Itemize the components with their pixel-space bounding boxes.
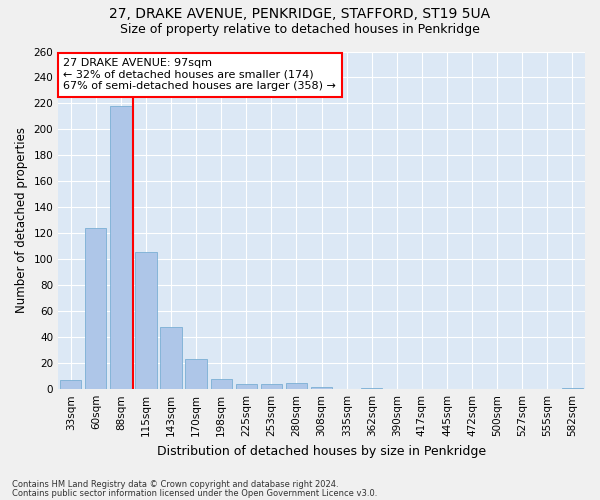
Text: 27 DRAKE AVENUE: 97sqm
← 32% of detached houses are smaller (174)
67% of semi-de: 27 DRAKE AVENUE: 97sqm ← 32% of detached…	[64, 58, 337, 92]
Bar	[185, 360, 207, 389]
Y-axis label: Number of detached properties: Number of detached properties	[15, 128, 28, 314]
Text: Contains HM Land Registry data © Crown copyright and database right 2024.: Contains HM Land Registry data © Crown c…	[12, 480, 338, 489]
Bar	[261, 384, 282, 389]
Bar	[211, 379, 232, 389]
Bar	[85, 228, 106, 389]
Bar	[562, 388, 583, 389]
Bar	[160, 327, 182, 389]
Bar	[136, 252, 157, 389]
Text: Size of property relative to detached houses in Penkridge: Size of property relative to detached ho…	[120, 22, 480, 36]
Text: Contains public sector information licensed under the Open Government Licence v3: Contains public sector information licen…	[12, 489, 377, 498]
Bar	[236, 384, 257, 389]
Bar	[60, 380, 82, 389]
Bar	[361, 388, 382, 389]
X-axis label: Distribution of detached houses by size in Penkridge: Distribution of detached houses by size …	[157, 444, 486, 458]
Bar	[311, 386, 332, 389]
Text: 27, DRAKE AVENUE, PENKRIDGE, STAFFORD, ST19 5UA: 27, DRAKE AVENUE, PENKRIDGE, STAFFORD, S…	[109, 8, 491, 22]
Bar	[110, 106, 131, 389]
Bar	[286, 382, 307, 389]
